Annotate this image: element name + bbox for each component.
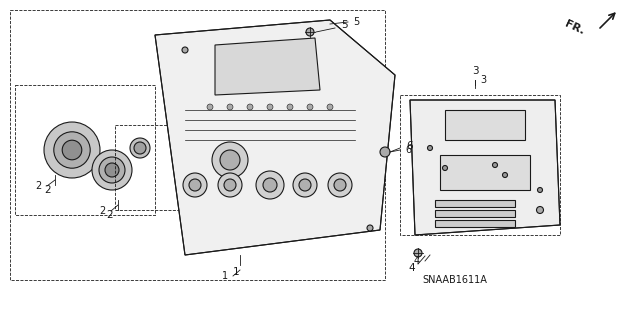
Circle shape xyxy=(134,142,146,154)
Circle shape xyxy=(62,140,82,160)
Circle shape xyxy=(263,178,277,192)
Circle shape xyxy=(54,132,90,168)
Circle shape xyxy=(328,173,352,197)
Circle shape xyxy=(183,173,207,197)
Text: FR.: FR. xyxy=(563,19,586,37)
Circle shape xyxy=(380,147,390,157)
Circle shape xyxy=(182,47,188,53)
Circle shape xyxy=(428,145,433,151)
Circle shape xyxy=(442,166,447,170)
Circle shape xyxy=(189,179,201,191)
Bar xyxy=(445,110,525,140)
Circle shape xyxy=(414,249,422,257)
Bar xyxy=(435,210,515,217)
Bar xyxy=(15,85,155,215)
Circle shape xyxy=(327,104,333,110)
Text: 2: 2 xyxy=(45,185,51,195)
Circle shape xyxy=(367,225,373,231)
Circle shape xyxy=(287,104,293,110)
Text: 6: 6 xyxy=(405,145,411,155)
Text: SNAAB1611A: SNAAB1611A xyxy=(422,275,488,285)
Circle shape xyxy=(502,173,508,177)
Circle shape xyxy=(334,179,346,191)
Text: 3: 3 xyxy=(480,75,486,85)
Text: 2: 2 xyxy=(107,210,113,220)
Text: 1: 1 xyxy=(233,267,239,277)
Text: 3: 3 xyxy=(472,66,478,76)
Circle shape xyxy=(218,173,242,197)
Circle shape xyxy=(256,171,284,199)
Text: 5: 5 xyxy=(353,17,359,27)
Text: 5: 5 xyxy=(341,20,348,30)
Polygon shape xyxy=(155,20,395,255)
Circle shape xyxy=(92,150,132,190)
Text: 6: 6 xyxy=(406,141,413,151)
Circle shape xyxy=(44,122,100,178)
Text: 2: 2 xyxy=(36,181,42,191)
Text: 4: 4 xyxy=(414,256,420,266)
Circle shape xyxy=(267,104,273,110)
Bar xyxy=(435,200,515,207)
Circle shape xyxy=(307,104,313,110)
Circle shape xyxy=(220,150,240,170)
Circle shape xyxy=(536,206,543,213)
Circle shape xyxy=(130,138,150,158)
Circle shape xyxy=(212,142,248,178)
Text: 2: 2 xyxy=(100,206,106,216)
Polygon shape xyxy=(410,100,560,235)
Bar xyxy=(440,155,530,190)
Circle shape xyxy=(538,188,543,192)
Circle shape xyxy=(227,104,233,110)
Circle shape xyxy=(493,162,497,167)
Bar xyxy=(400,95,560,235)
Circle shape xyxy=(306,28,314,36)
Circle shape xyxy=(99,157,125,183)
Circle shape xyxy=(299,179,311,191)
Text: 1: 1 xyxy=(222,271,228,281)
Circle shape xyxy=(247,104,253,110)
Text: 4: 4 xyxy=(409,263,415,273)
Bar xyxy=(115,125,180,210)
Bar xyxy=(10,10,385,280)
Bar xyxy=(435,220,515,227)
Circle shape xyxy=(293,173,317,197)
Circle shape xyxy=(224,179,236,191)
Circle shape xyxy=(105,163,119,177)
Circle shape xyxy=(207,104,213,110)
Polygon shape xyxy=(215,38,320,95)
